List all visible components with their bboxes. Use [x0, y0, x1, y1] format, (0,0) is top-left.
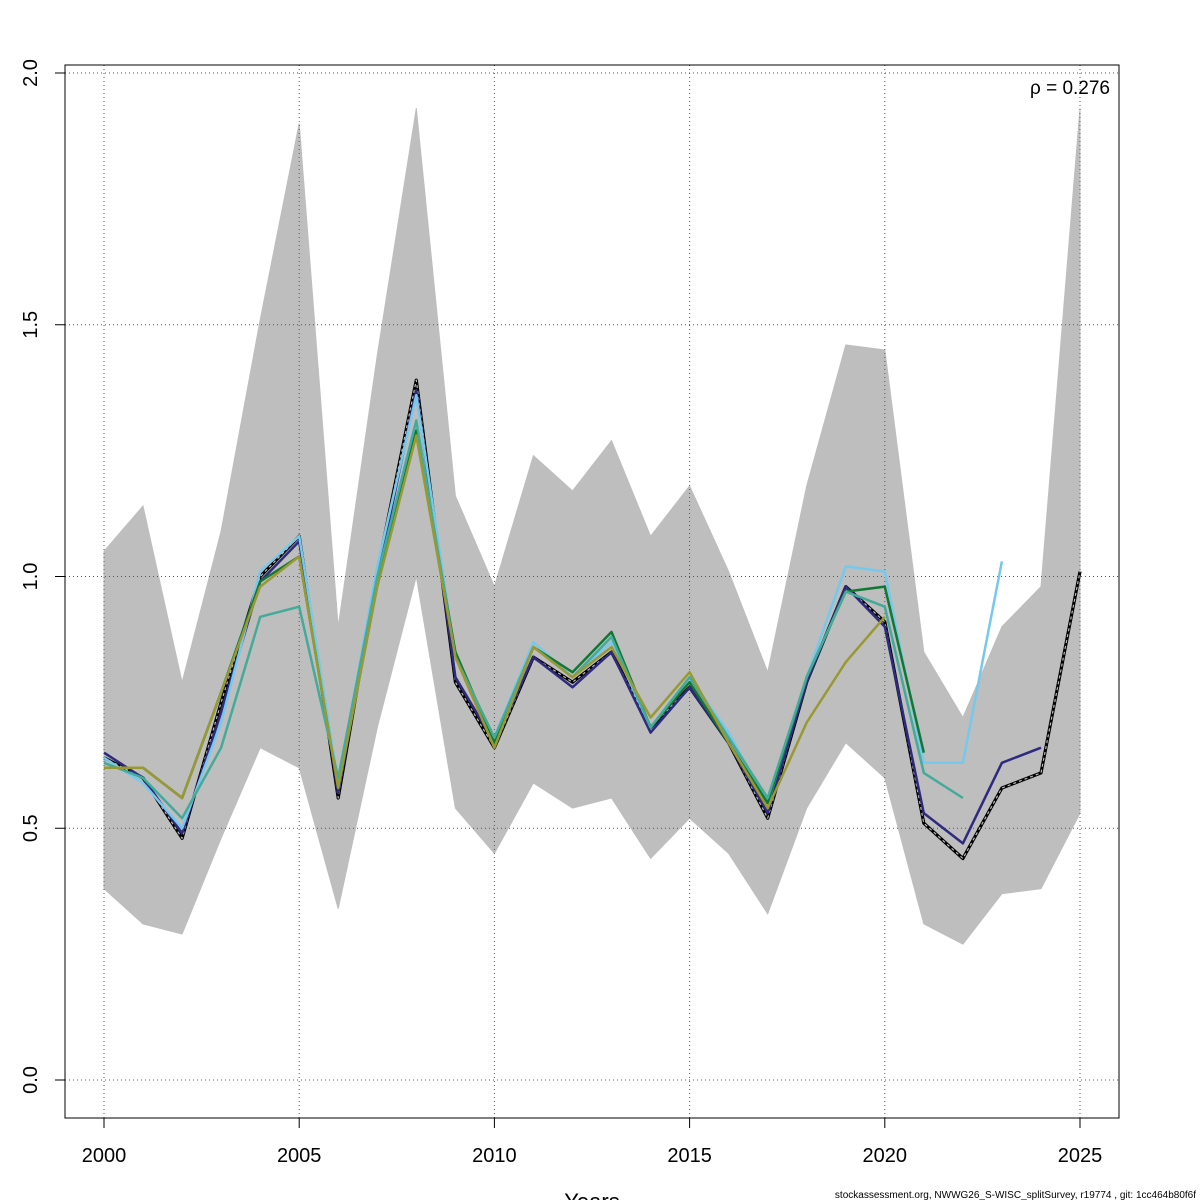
x-tick-label: 2005 [277, 1145, 322, 1167]
y-tick-label: 0.0 [20, 1066, 42, 1094]
y-tick-label: 2.0 [20, 59, 42, 87]
y-tick-label: 1.0 [20, 563, 42, 591]
axis-layer: 2000 2005 2010 2015 2020 2025 0.0 0.5 1.0 1.5 2.0 [20, 59, 1102, 1167]
confidence-band [103, 108, 1081, 945]
x-tick-label: 2010 [472, 1145, 517, 1167]
series-layer [103, 378, 1082, 861]
y-tick-label: 0.5 [20, 814, 42, 842]
y-tick-label: 1.5 [20, 311, 42, 339]
rho-annotation: ρ = 0.276 [1030, 78, 1110, 99]
plot-frame [64, 64, 1120, 1119]
confidence-band-layer [103, 108, 1081, 945]
x-tick-label: 2000 [82, 1145, 127, 1167]
x-tick-label: 2025 [1058, 1145, 1103, 1167]
footer-text: stockassessment.org, NWWG26_S-WISC_split… [835, 1190, 1196, 1200]
x-tick-label: 2020 [863, 1145, 908, 1167]
x-axis-label: Years [564, 1189, 619, 1200]
x-tick-label: 2015 [667, 1145, 712, 1167]
series-line-5 [104, 434, 886, 810]
series-line-0 [103, 379, 1081, 860]
